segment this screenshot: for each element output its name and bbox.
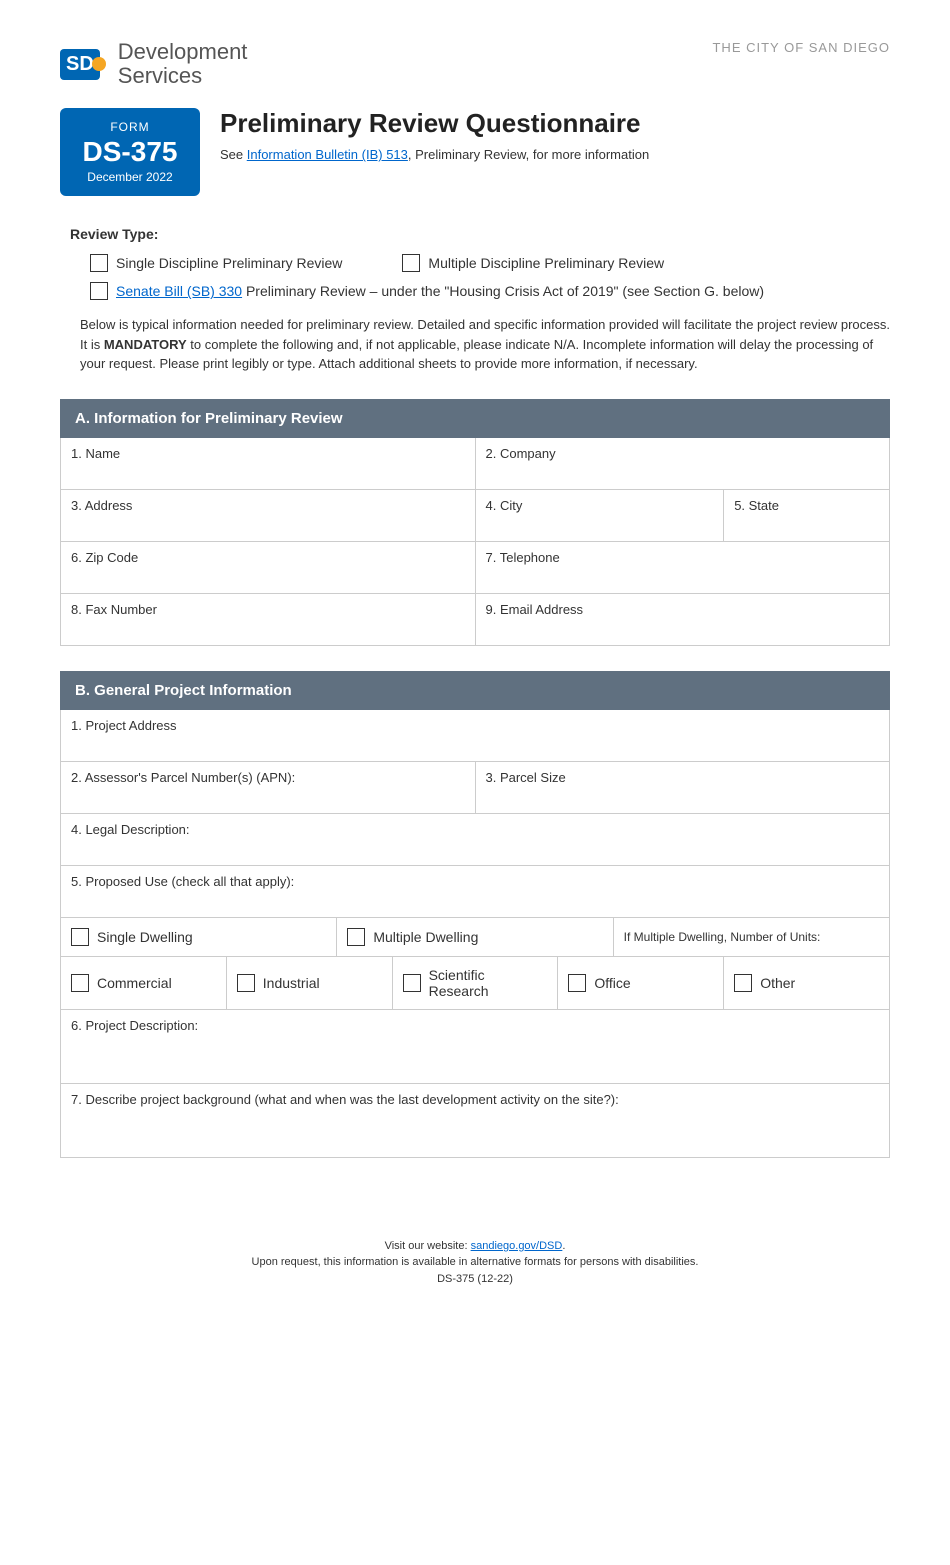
field-parcel-size[interactable]: 3. Parcel Size	[475, 761, 890, 813]
footer-prefix: Visit our website:	[385, 1240, 471, 1252]
checkbox-label-multiple: Multiple Discipline Preliminary Review	[428, 255, 664, 271]
page-header: SD Development Services THE CITY OF SAN …	[60, 40, 890, 88]
use-cell-multiple: Multiple Dwelling	[337, 918, 613, 957]
field-project-address[interactable]: 1. Project Address	[61, 709, 890, 761]
logo-badge: SD	[60, 49, 100, 80]
checkbox-item-sb330: Senate Bill (SB) 330 Preliminary Review …	[90, 282, 764, 300]
checkbox-scientific[interactable]	[403, 974, 421, 992]
checkbox-label-single: Single Discipline Preliminary Review	[116, 255, 342, 271]
footer-line2: Upon request, this information is availa…	[60, 1254, 890, 1271]
label-office: Office	[594, 975, 630, 991]
subtitle-prefix: See	[220, 147, 247, 162]
field-zipcode[interactable]: 6. Zip Code	[61, 541, 476, 593]
form-subtitle: See Information Bulletin (IB) 513, Preli…	[220, 147, 890, 162]
field-email[interactable]: 9. Email Address	[475, 593, 890, 645]
form-title: Preliminary Review Questionnaire	[220, 108, 890, 139]
checkbox-other[interactable]	[734, 974, 752, 992]
checkbox-sb330[interactable]	[90, 282, 108, 300]
use-cell-commercial: Commercial	[60, 957, 227, 1010]
form-date: December 2022	[76, 170, 184, 184]
sb330-link[interactable]: Senate Bill (SB) 330	[116, 283, 242, 299]
label-other: Other	[760, 975, 795, 991]
form-header: FORM DS-375 December 2022 Preliminary Re…	[60, 108, 890, 196]
checkbox-row-2: Senate Bill (SB) 330 Preliminary Review …	[90, 282, 890, 300]
logo-text: Development Services	[118, 40, 248, 88]
logo-section: SD Development Services	[60, 40, 247, 88]
section-a-header: A. Information for Preliminary Review	[61, 399, 890, 437]
field-fax[interactable]: 8. Fax Number	[61, 593, 476, 645]
logo-line2: Services	[118, 64, 248, 88]
intro-text: Below is typical information needed for …	[80, 315, 890, 374]
footer-suffix: .	[562, 1240, 565, 1252]
label-commercial: Commercial	[97, 975, 172, 991]
use-cell-other: Other	[724, 957, 890, 1010]
footer-line1: Visit our website: sandiego.gov/DSD.	[60, 1238, 890, 1255]
subtitle-suffix: , Preliminary Review, for more informati…	[408, 147, 649, 162]
label-single-dwelling: Single Dwelling	[97, 929, 193, 945]
footer-line3: DS-375 (12-22)	[60, 1271, 890, 1288]
checkbox-office[interactable]	[568, 974, 586, 992]
field-city[interactable]: 4. City	[475, 489, 724, 541]
review-type-section: Review Type: Single Discipline Prelimina…	[70, 226, 890, 374]
page-footer: Visit our website: sandiego.gov/DSD. Upo…	[60, 1238, 890, 1288]
checkbox-row-1: Single Discipline Preliminary Review Mul…	[90, 254, 890, 272]
field-state[interactable]: 5. State	[724, 489, 890, 541]
use-cell-industrial: Industrial	[227, 957, 393, 1010]
sb330-suffix: Preliminary Review – under the "Housing …	[242, 283, 764, 299]
section-b-table: B. General Project Information 1. Projec…	[60, 671, 890, 918]
form-label: FORM	[76, 120, 184, 134]
checkbox-single-dwelling[interactable]	[71, 928, 89, 946]
use-row-1: Single Dwelling Multiple Dwelling If Mul…	[60, 918, 890, 957]
field-company[interactable]: 2. Company	[475, 437, 890, 489]
checkbox-item-single: Single Discipline Preliminary Review	[90, 254, 342, 272]
use-row-2: Commercial Industrial Scientific Researc…	[60, 957, 890, 1010]
label-scientific: Scientific Research	[429, 967, 548, 999]
checkbox-commercial[interactable]	[71, 974, 89, 992]
field-project-description[interactable]: 6. Project Description:	[61, 1010, 890, 1084]
form-number: DS-375	[76, 136, 184, 168]
section-a-table: A. Information for Preliminary Review 1.…	[60, 399, 890, 646]
form-badge: FORM DS-375 December 2022	[60, 108, 200, 196]
form-title-section: Preliminary Review Questionnaire See Inf…	[220, 108, 890, 162]
section-b-table-2: 6. Project Description: 7. Describe proj…	[60, 1010, 890, 1158]
checkbox-industrial[interactable]	[237, 974, 255, 992]
checkbox-multiple-dwelling[interactable]	[347, 928, 365, 946]
checkbox-single-discipline[interactable]	[90, 254, 108, 272]
field-project-background[interactable]: 7. Describe project background (what and…	[61, 1083, 890, 1157]
checkbox-item-multiple: Multiple Discipline Preliminary Review	[402, 254, 664, 272]
footer-link[interactable]: sandiego.gov/DSD	[471, 1240, 563, 1252]
logo-line1: Development	[118, 40, 248, 64]
field-legal-description[interactable]: 4. Legal Description:	[61, 813, 890, 865]
checkbox-label-sb330: Senate Bill (SB) 330 Preliminary Review …	[116, 283, 764, 299]
use-cell-single: Single Dwelling	[60, 918, 337, 957]
intro-bold: MANDATORY	[104, 337, 187, 352]
field-telephone[interactable]: 7. Telephone	[475, 541, 890, 593]
subtitle-link[interactable]: Information Bulletin (IB) 513	[247, 147, 408, 162]
city-label: THE CITY OF SAN DIEGO	[712, 40, 890, 55]
section-b-header: B. General Project Information	[61, 671, 890, 709]
field-address[interactable]: 3. Address	[61, 489, 476, 541]
use-cell-units[interactable]: If Multiple Dwelling, Number of Units:	[614, 918, 890, 957]
field-proposed-use: 5. Proposed Use (check all that apply):	[61, 865, 890, 917]
label-industrial: Industrial	[263, 975, 320, 991]
field-apn[interactable]: 2. Assessor's Parcel Number(s) (APN):	[61, 761, 476, 813]
field-name[interactable]: 1. Name	[61, 437, 476, 489]
checkbox-multiple-discipline[interactable]	[402, 254, 420, 272]
label-multiple-dwelling: Multiple Dwelling	[373, 929, 478, 945]
use-cell-scientific: Scientific Research	[393, 957, 559, 1010]
review-type-label: Review Type:	[70, 226, 890, 242]
use-cell-office: Office	[558, 957, 724, 1010]
